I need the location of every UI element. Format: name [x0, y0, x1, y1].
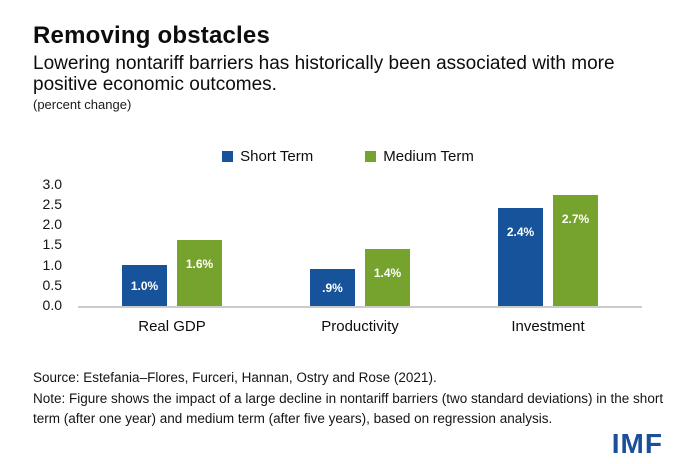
legend-item: Medium Term — [365, 148, 474, 165]
legend-label: Medium Term — [383, 148, 474, 165]
category-label: Real GDP — [138, 318, 206, 335]
method-note: Note: Figure shows the impact of a large… — [33, 390, 664, 427]
bar-group-real-gdp: 1.0% 1.6% Real GDP — [122, 240, 222, 335]
legend-label: Short Term — [240, 148, 314, 165]
footnotes: Source: Estefania–Flores, Furceri, Hanna… — [33, 368, 665, 430]
bar-value-label: 1.4% — [373, 266, 402, 280]
legend-swatch-icon — [365, 151, 377, 162]
y-tick-label: 1.5 — [42, 236, 62, 253]
source-note: Source: Estefania–Flores, Furceri, Hanna… — [33, 370, 437, 385]
bar-value-label: 2.7% — [561, 212, 590, 226]
bar-value-label: .9% — [322, 280, 343, 295]
bar-medium-term: 1.4% — [365, 249, 410, 306]
chart-title: Removing obstacles — [33, 22, 271, 49]
bar-short-term: .9% — [310, 269, 355, 306]
y-tick-label: 1.0 — [42, 256, 62, 273]
bar-medium-term: 2.7% — [553, 195, 598, 306]
legend-item: Short Term — [222, 148, 313, 165]
bar-value-label: 1.6% — [185, 257, 214, 271]
legend-swatch-icon — [222, 151, 234, 162]
unit-note: (percent change) — [33, 97, 132, 112]
bar-group-productivity: .9% 1.4% Productivity — [310, 249, 410, 335]
category-label: Investment — [511, 318, 585, 335]
bar-medium-term: 1.6% — [177, 240, 222, 306]
bar-short-term: 1.0% — [122, 265, 167, 306]
chart-subtitle: Lowering nontariff barriers has historic… — [33, 53, 615, 95]
bar-value-label: 1.0% — [130, 278, 159, 293]
imf-logo: IMF — [611, 428, 663, 459]
bar-short-term: 2.4% — [498, 208, 543, 306]
y-tick-label: 2.0 — [42, 216, 62, 233]
plot-area: 1.0% 1.6% Real GDP .9% 1.4% Productivity 2.4% 2… — [78, 183, 642, 335]
y-tick-label: 0.0 — [42, 296, 62, 313]
legend: Short Term Medium Term — [0, 148, 696, 165]
y-tick-label: 0.5 — [42, 276, 62, 293]
bar-group-investment: 2.4% 2.7% Investment — [498, 195, 598, 335]
y-axis-labels: 3.0 2.5 2.0 1.5 1.0 0.5 0.0 — [30, 176, 62, 313]
y-tick-label: 3.0 — [42, 176, 62, 192]
bar-value-label: 2.4% — [506, 225, 535, 239]
category-label: Productivity — [321, 318, 399, 335]
y-tick-label: 2.5 — [42, 196, 62, 213]
